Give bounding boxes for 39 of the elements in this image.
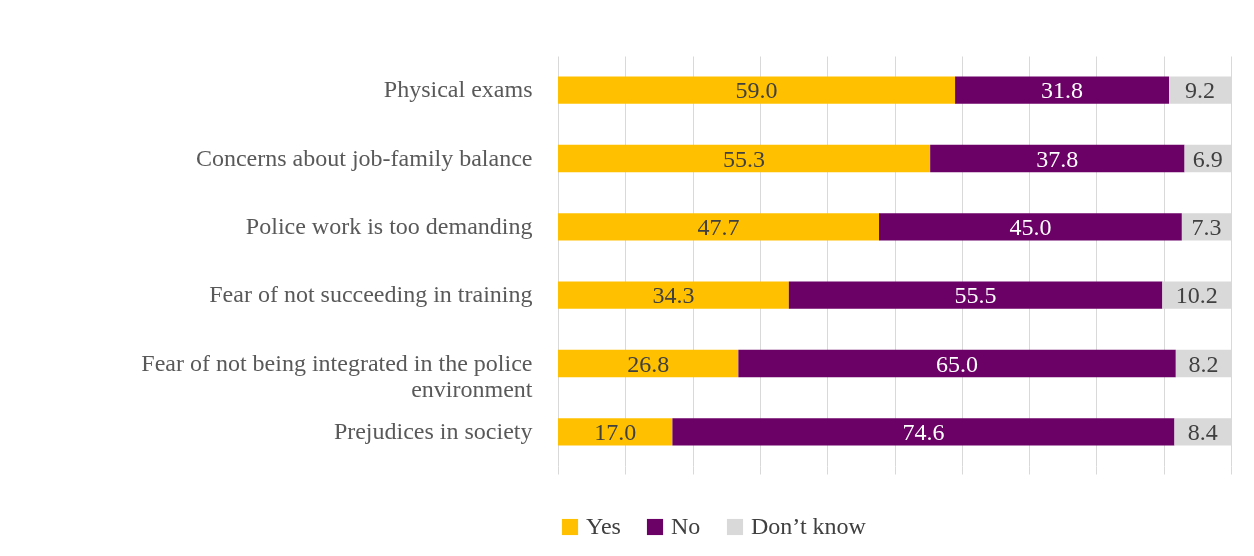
data-label: 9.2: [1185, 77, 1216, 104]
data-label: 7.3: [1191, 213, 1222, 240]
bar: [558, 281, 789, 309]
data-label: 26.8: [627, 350, 670, 377]
bar: [558, 76, 956, 104]
y-tick-label: Prejudices in society: [333, 417, 533, 444]
bar: [788, 281, 1163, 309]
y-tick-label: Fear of not succeeding in training: [209, 281, 533, 308]
bar: [930, 144, 1185, 173]
y-tick-label: Fear of not being integrated in the police environment: [141, 349, 533, 402]
bar: [558, 349, 739, 378]
y-tick-label: Physical exams: [383, 76, 533, 103]
bar: [738, 349, 1176, 378]
bar: [558, 418, 673, 446]
data-label: 6.9: [1192, 145, 1223, 172]
data-label: 55.5: [954, 282, 997, 309]
legend-label: No: [671, 513, 701, 539]
data-label: 74.6: [902, 418, 945, 445]
data-label: 34.3: [652, 282, 695, 309]
data-label: 47.7: [697, 213, 740, 240]
data-label: 8.2: [1188, 350, 1219, 377]
bar: [955, 76, 1170, 104]
bar: [558, 144, 931, 173]
data-label: 17.0: [594, 418, 637, 445]
data-label: 59.0: [735, 77, 778, 104]
data-label: 55.3: [723, 145, 766, 172]
data-label: 31.8: [1041, 77, 1084, 104]
bar: [672, 418, 1175, 446]
bar: [879, 213, 1182, 241]
y-tick-label: Police work is too demanding: [245, 212, 533, 239]
data-label: 8.4: [1187, 418, 1218, 445]
legend-label: Don’t know: [751, 513, 867, 539]
data-label: 37.8: [1036, 145, 1079, 172]
y-tick-label: Concerns about job-family balance: [195, 144, 533, 171]
data-label: 10.2: [1175, 282, 1218, 309]
data-label: 45.0: [1009, 213, 1052, 240]
data-label: 65.0: [936, 350, 979, 377]
legend-label: Yes: [586, 513, 621, 539]
bar: [558, 213, 880, 241]
